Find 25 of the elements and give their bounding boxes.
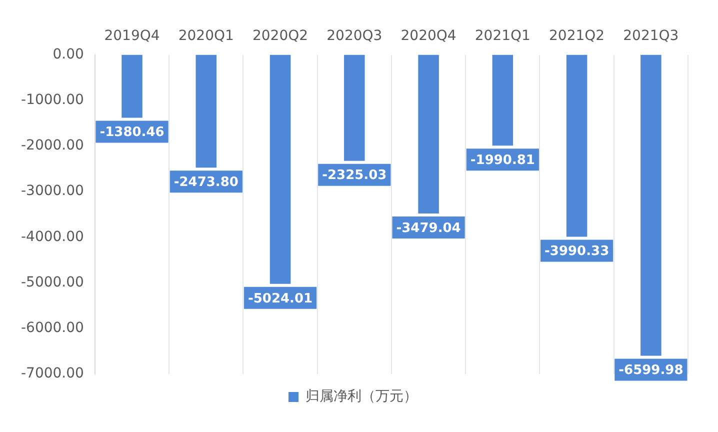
data-label: -3990.33 [544,244,610,260]
x-tick-label: 2020Q1 [178,28,234,44]
y-tick-label: -7000.00 [20,366,84,382]
x-tick-label: 2021Q1 [474,28,530,44]
data-label: -3479.04 [396,220,461,236]
data-label: -5024.01 [248,291,313,306]
data-label: -1990.81 [470,152,535,168]
x-tick-label: 2020Q3 [326,28,382,44]
y-tick-label: -6000.00 [20,320,84,336]
x-tick-label: 2020Q4 [400,28,456,44]
y-tick-label: -4000.00 [20,228,84,245]
data-label: -2325.03 [322,168,387,184]
data-label: -1380.46 [100,125,164,140]
x-tick-label: 2020Q2 [252,28,308,44]
data-label: -6599.98 [618,363,684,378]
legend-label: 归属净利（万元） [306,388,418,405]
y-tick-label: -5000.00 [20,274,84,290]
y-tick-label: -1000.00 [20,92,84,108]
data-label: -2473.80 [174,174,238,190]
x-tick-label: 2021Q2 [549,28,605,44]
y-tick-label: -2000.00 [20,138,84,154]
y-tick-label: 0.00 [52,46,84,62]
y-tick-label: -3000.00 [20,183,84,200]
x-tick-label: 2021Q3 [623,28,679,44]
x-tick-label: 2019Q4 [104,28,160,44]
